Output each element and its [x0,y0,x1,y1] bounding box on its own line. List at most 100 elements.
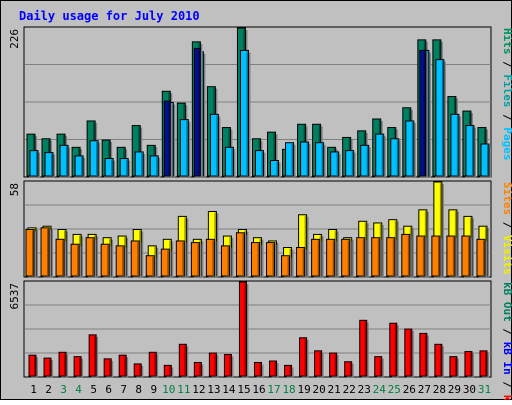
x-tick-label-12: 12 [192,383,205,396]
axis-legend-hits: Hits / Files / Pages [501,28,512,161]
x-tick-label-22: 22 [343,383,356,396]
bar-sites-day-2 [40,227,52,278]
x-tick-label-30: 30 [463,383,476,396]
panel-hits: 226 Hits / Files / Pages [8,26,512,179]
bar-pages-day-27 [419,49,428,179]
bar-sites-day-16 [250,242,262,278]
bar-sites-day-25 [386,237,397,278]
x-tick-label-26: 26 [403,383,416,396]
bar-sites-day-29 [446,235,457,278]
bar-sites-day-31 [476,238,487,278]
bars-kbytes [28,281,489,378]
bar-files-day-28 [435,59,446,178]
ymax-label-kbytes: 6537 [8,283,21,310]
bar-kb-f-day-28 [434,343,444,378]
chart-title: Daily usage for July 2010 [19,9,200,23]
bar-sites-day-17 [266,242,277,278]
x-tick-label-21: 21 [328,383,341,396]
bar-files-day-3 [59,144,71,178]
bar-files-day-30 [465,125,476,178]
legend-entry-kb-out: kB Out [501,282,512,322]
bar-files-day-5 [89,140,101,178]
bar-files-day-17 [270,160,281,178]
bar-kb-f-day-19 [299,337,309,378]
bar-kb-f-day-29 [449,356,459,378]
bar-files-day-29 [450,113,461,178]
x-tick-label-11: 11 [177,383,190,396]
x-tick-label-3: 3 [60,383,67,396]
bar-sites-day-9 [145,255,157,278]
bar-kb-f-day-25 [389,322,399,378]
bar-kb-f-day-7 [118,354,129,378]
panel-visits: 58 Sites / Visits [8,180,512,278]
bar-sites-day-5 [85,237,97,278]
bar-sites-day-15 [235,232,247,278]
bar-files-day-4 [74,155,86,178]
bar-files-day-2 [44,152,56,178]
x-tick-label-25: 25 [388,383,401,396]
bar-files-day-9 [149,155,161,178]
bar-kb-f-day-4 [73,356,84,378]
bar-kb-f-day-11 [178,343,189,378]
x-tick-label-7: 7 [120,383,127,396]
x-tick-label-4: 4 [75,383,82,396]
x-tick-label-5: 5 [90,383,97,396]
axis-legend-visits: Sites / Visits [501,182,512,275]
bar-files-day-15 [239,49,251,179]
legend-entry-visits: Visits [501,235,512,275]
bar-kb-f-day-1 [28,354,38,378]
legend-entry-files: Files [501,74,512,107]
bar-files-day-24 [375,133,386,178]
bar-files-day-11 [179,119,191,178]
x-tick-label-19: 19 [297,383,310,396]
bar-files-day-13 [209,113,221,178]
bar-sites-day-22 [341,238,352,278]
bar-sites-day-6 [100,243,112,278]
x-tick-label-18: 18 [282,383,295,396]
bar-sites-day-11 [175,240,187,278]
x-tick-label-1: 1 [30,383,37,396]
legend-entry-sites: Sites [501,182,512,215]
bar-sites-day-14 [220,245,232,278]
x-tick-label-23: 23 [358,383,371,396]
x-tick-label-9: 9 [150,383,157,396]
x-tick-label-27: 27 [418,383,431,396]
legend-entry-pages: Pages [501,127,512,160]
bar-sites-day-27 [416,235,427,278]
bar-pages-day-12 [193,47,203,179]
x-tick-label-28: 28 [433,383,446,396]
x-tick-label-29: 29 [448,383,461,396]
bar-files-day-19 [300,141,311,178]
x-tick-label-13: 13 [207,383,220,396]
bar-sites-day-8 [130,240,142,278]
bar-files-day-22 [345,150,356,178]
bar-kb-f-day-3 [58,351,69,378]
bar-files-day-16 [254,150,266,178]
bar-kb-f-day-5 [88,334,99,378]
bar-files-day-1 [29,150,40,178]
x-tick-label-10: 10 [162,383,175,396]
bar-sites-day-1 [25,229,36,278]
bar-kb-f-day-31 [479,350,489,378]
bar-kb-f-day-12 [193,361,204,378]
bar-sites-day-13 [205,238,217,278]
bar-sites-day-18 [281,255,292,278]
bar-sites-day-23 [356,237,367,278]
bar-files-day-18 [285,142,296,178]
bar-files-day-6 [104,158,116,178]
bar-sites-day-19 [296,247,307,278]
x-tick-label-8: 8 [135,383,142,396]
bar-kb-f-day-20 [314,350,324,378]
axis-legend-kbytes: kB Out / kB In / kB F [501,282,512,400]
bar-sites-day-7 [115,245,127,278]
bar-kb-f-day-6 [103,358,114,378]
bar-kb-f-day-10 [163,364,174,378]
bar-sites-day-30 [461,235,472,278]
x-tick-label-6: 6 [105,383,112,396]
bar-kb-f-day-14 [223,353,234,378]
bar-kb-f-day-2 [43,357,54,378]
bar-files-day-21 [330,151,341,178]
bar-kb-f-day-22 [344,361,354,378]
